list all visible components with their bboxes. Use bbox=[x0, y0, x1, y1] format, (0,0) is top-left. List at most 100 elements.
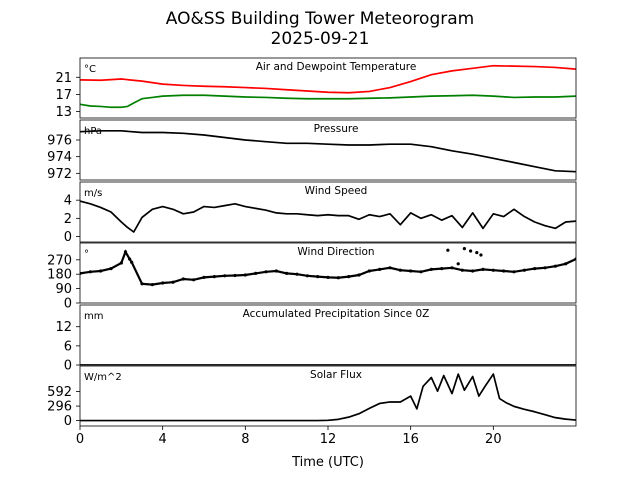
y-tick-label: 974 bbox=[47, 150, 72, 165]
panel-frame bbox=[79, 242, 577, 304]
y-tick-label: 12 bbox=[55, 320, 72, 335]
panel-1: Air and Dewpoint Temperature °C 13 17 21 bbox=[55, 57, 577, 120]
data-point bbox=[316, 275, 320, 279]
data-point bbox=[357, 273, 361, 277]
data-point bbox=[192, 278, 196, 282]
data-point bbox=[378, 267, 382, 271]
x-tick-label: 4 bbox=[159, 432, 167, 447]
data-point bbox=[161, 281, 165, 285]
data-point bbox=[128, 257, 132, 261]
data-point bbox=[305, 274, 309, 278]
panel-5: Accumulated Precipitation Since 0Z mm 0 6 12 bbox=[55, 304, 577, 374]
data-point bbox=[446, 248, 450, 252]
series-group bbox=[80, 200, 576, 233]
data-point bbox=[398, 268, 402, 272]
data-point bbox=[491, 268, 495, 272]
series-group bbox=[80, 64, 576, 109]
y-tick-label: 2 bbox=[64, 212, 72, 227]
y-tick-label: 592 bbox=[47, 385, 72, 400]
data-point bbox=[326, 275, 330, 279]
data-point bbox=[140, 282, 144, 286]
series-wind-direction-isolated-points bbox=[446, 247, 483, 266]
data-point bbox=[419, 270, 423, 274]
data-point bbox=[233, 273, 237, 278]
data-point bbox=[181, 277, 185, 281]
series-group bbox=[80, 129, 576, 173]
data-point bbox=[130, 260, 134, 264]
x-tick-label: 12 bbox=[320, 432, 337, 447]
series-air-temperature-line bbox=[80, 64, 576, 94]
series-wind-speed-line bbox=[80, 200, 576, 233]
data-point bbox=[109, 267, 113, 271]
panel-frame bbox=[79, 119, 577, 181]
y-tick-label: 0 bbox=[64, 359, 72, 374]
data-point bbox=[553, 264, 557, 268]
data-point bbox=[123, 250, 128, 254]
data-point bbox=[171, 280, 175, 284]
data-point bbox=[429, 267, 433, 271]
data-point bbox=[522, 268, 526, 272]
data-point bbox=[388, 266, 392, 270]
panel-title: Wind Direction bbox=[297, 246, 374, 258]
panel-unit-label: °C bbox=[84, 64, 96, 75]
y-tick-label: 0 bbox=[64, 230, 72, 245]
data-point bbox=[212, 275, 216, 279]
data-point bbox=[450, 266, 454, 270]
series-group bbox=[80, 373, 576, 422]
data-point bbox=[88, 270, 92, 274]
data-point bbox=[367, 269, 371, 273]
data-point bbox=[479, 253, 483, 257]
y-tick-label: 13 bbox=[55, 105, 72, 120]
data-point bbox=[99, 269, 103, 273]
data-point bbox=[347, 275, 351, 279]
panel-title: Air and Dewpoint Temperature bbox=[256, 61, 417, 73]
data-point bbox=[243, 273, 247, 277]
data-point bbox=[119, 261, 123, 265]
panels: Air and Dewpoint Temperature °C 13 17 21 Pres… bbox=[47, 57, 577, 429]
data-point bbox=[274, 269, 278, 273]
data-point bbox=[462, 247, 466, 251]
y-tick-label: 296 bbox=[47, 400, 72, 415]
y-tick-label: 976 bbox=[47, 134, 72, 149]
data-point bbox=[264, 270, 268, 274]
data-point bbox=[295, 272, 299, 276]
x-tick-label: 0 bbox=[76, 432, 84, 447]
data-point bbox=[460, 268, 464, 272]
series-wind-direction bbox=[80, 249, 576, 287]
panel-frame bbox=[79, 57, 577, 119]
data-point bbox=[471, 269, 475, 273]
data-point bbox=[475, 251, 479, 255]
panel-3: Wind Speed m/s 0 2 4 bbox=[64, 181, 577, 245]
y-tick-label: 0 bbox=[64, 414, 72, 429]
panel-title: Accumulated Precipitation Since 0Z bbox=[243, 308, 430, 320]
x-axis-label: Time (UTC) bbox=[291, 455, 364, 470]
data-point bbox=[533, 267, 537, 271]
x-tick-label: 8 bbox=[241, 432, 249, 447]
y-tick-label: 180 bbox=[47, 268, 72, 283]
panel-unit-label: m/s bbox=[84, 188, 102, 199]
data-point bbox=[285, 271, 289, 275]
y-tick-label: 90 bbox=[55, 282, 72, 297]
panel-unit-label: ° bbox=[84, 249, 89, 260]
data-point bbox=[564, 262, 568, 266]
y-tick-label: 270 bbox=[47, 253, 72, 268]
panel-unit-label: W/m^2 bbox=[84, 372, 122, 383]
data-point bbox=[456, 262, 460, 266]
data-point bbox=[440, 267, 444, 271]
x-tick-label: 20 bbox=[485, 432, 502, 447]
figure-title-line1: AO&SS Building Tower Meteorogram bbox=[166, 9, 474, 29]
y-tick-label: 4 bbox=[64, 194, 72, 209]
data-point bbox=[512, 270, 516, 274]
panel-unit-label: mm bbox=[84, 311, 103, 322]
y-tick-label: 21 bbox=[55, 71, 72, 86]
data-point bbox=[223, 274, 227, 278]
data-point bbox=[543, 266, 547, 270]
y-tick-label: 972 bbox=[47, 167, 72, 182]
data-point bbox=[254, 271, 258, 275]
figure-title-line2: 2025-09-21 bbox=[271, 29, 370, 49]
data-point bbox=[469, 249, 473, 253]
series-pressure-line bbox=[80, 129, 576, 173]
data-point bbox=[409, 269, 413, 273]
